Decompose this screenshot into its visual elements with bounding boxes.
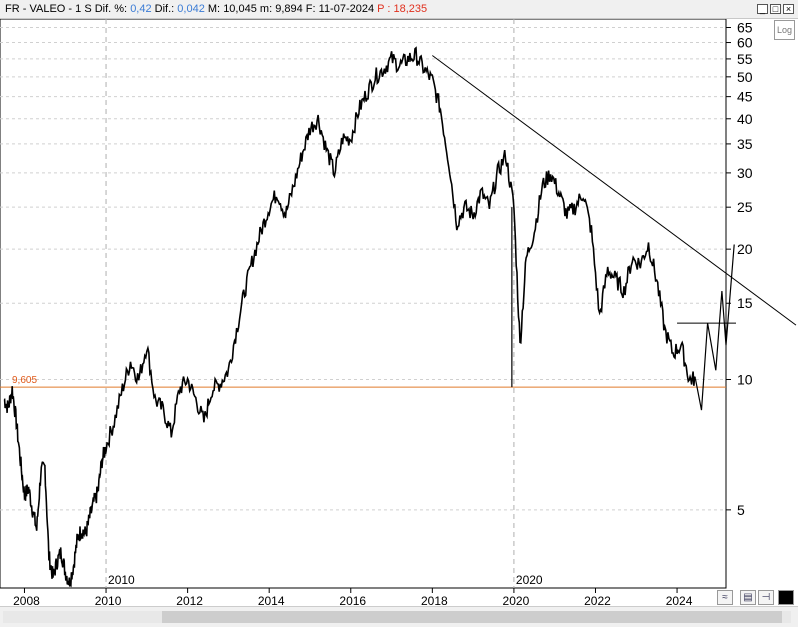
date-value: 11-07-2024 bbox=[318, 3, 375, 15]
sep: - bbox=[22, 3, 27, 15]
chart-header: FR - VALEO - 1 S Dif. %: 0,42 Dif.: 0,04… bbox=[5, 3, 427, 15]
price-series bbox=[3, 46, 697, 588]
y-tick-label: 20 bbox=[737, 241, 753, 257]
sep2: - bbox=[68, 3, 73, 15]
market-code: FR bbox=[5, 3, 20, 15]
dif-pct-value: 0,42 bbox=[130, 3, 152, 15]
date-label: F: bbox=[305, 3, 316, 15]
high-value: 10,045 bbox=[223, 3, 257, 15]
y-tick-label: 65 bbox=[737, 19, 753, 35]
y-tick-label: 30 bbox=[737, 165, 753, 181]
y-tick-label: 40 bbox=[737, 111, 753, 127]
x-tick-label: 2008 bbox=[13, 594, 40, 606]
vertical-marker-label: 2020 bbox=[516, 573, 543, 587]
low-value: 9,894 bbox=[275, 3, 303, 15]
maximize-button[interactable]: □ bbox=[770, 4, 781, 14]
dif-label: Dif.: bbox=[154, 3, 175, 15]
color-swatch-icon[interactable] bbox=[778, 590, 794, 605]
trendline bbox=[432, 55, 797, 326]
y-tick-label: 15 bbox=[737, 295, 753, 311]
scroll-thumb[interactable] bbox=[162, 611, 782, 623]
x-tick-label: 2010 bbox=[95, 594, 122, 606]
y-tick-label: 50 bbox=[737, 69, 753, 85]
timeframe: 1 S bbox=[75, 3, 92, 15]
y-tick-label: 60 bbox=[737, 35, 753, 51]
x-tick-label: 2018 bbox=[421, 594, 448, 606]
dif-pct-label: Dif. %: bbox=[94, 3, 128, 15]
close-button[interactable]: × bbox=[783, 4, 794, 14]
target-label: P : bbox=[377, 3, 391, 15]
dif-value: 0,042 bbox=[177, 3, 205, 15]
instrument-name: VALEO bbox=[29, 3, 66, 15]
support-label: 9,605 bbox=[12, 375, 37, 386]
x-tick-label: 2012 bbox=[176, 594, 203, 606]
x-tick-label: 2020 bbox=[503, 594, 530, 606]
chart-settings-icon[interactable]: ≈ bbox=[717, 590, 733, 605]
title-bar: FR - VALEO - 1 S Dif. %: 0,42 Dif.: 0,04… bbox=[0, 0, 798, 19]
x-tick-label: 2022 bbox=[584, 594, 611, 606]
high-label: M: bbox=[207, 3, 221, 15]
y-tick-label: 10 bbox=[737, 372, 753, 388]
x-tick-label: 2024 bbox=[666, 594, 693, 606]
low-label: m: bbox=[259, 3, 273, 15]
y-tick-label: 35 bbox=[737, 136, 753, 152]
horizontal-scrollbar[interactable] bbox=[0, 606, 798, 627]
vertical-marker-label: 2010 bbox=[108, 573, 135, 587]
x-tick-label: 2016 bbox=[339, 594, 366, 606]
y-tick-label: 55 bbox=[737, 51, 753, 67]
y-tick-label: 5 bbox=[737, 502, 745, 518]
target-value: 18,235 bbox=[393, 3, 428, 15]
y-tick-label: 45 bbox=[737, 89, 753, 105]
projection-path bbox=[694, 244, 735, 411]
save-icon[interactable]: ▤ bbox=[740, 590, 756, 605]
pin-icon[interactable]: ⊣ bbox=[758, 590, 774, 605]
x-tick-label: 2014 bbox=[258, 594, 285, 606]
minimize-button[interactable]: _ bbox=[757, 4, 768, 14]
y-tick-label: 25 bbox=[737, 199, 753, 215]
log-scale-toggle[interactable]: Log bbox=[774, 20, 795, 40]
